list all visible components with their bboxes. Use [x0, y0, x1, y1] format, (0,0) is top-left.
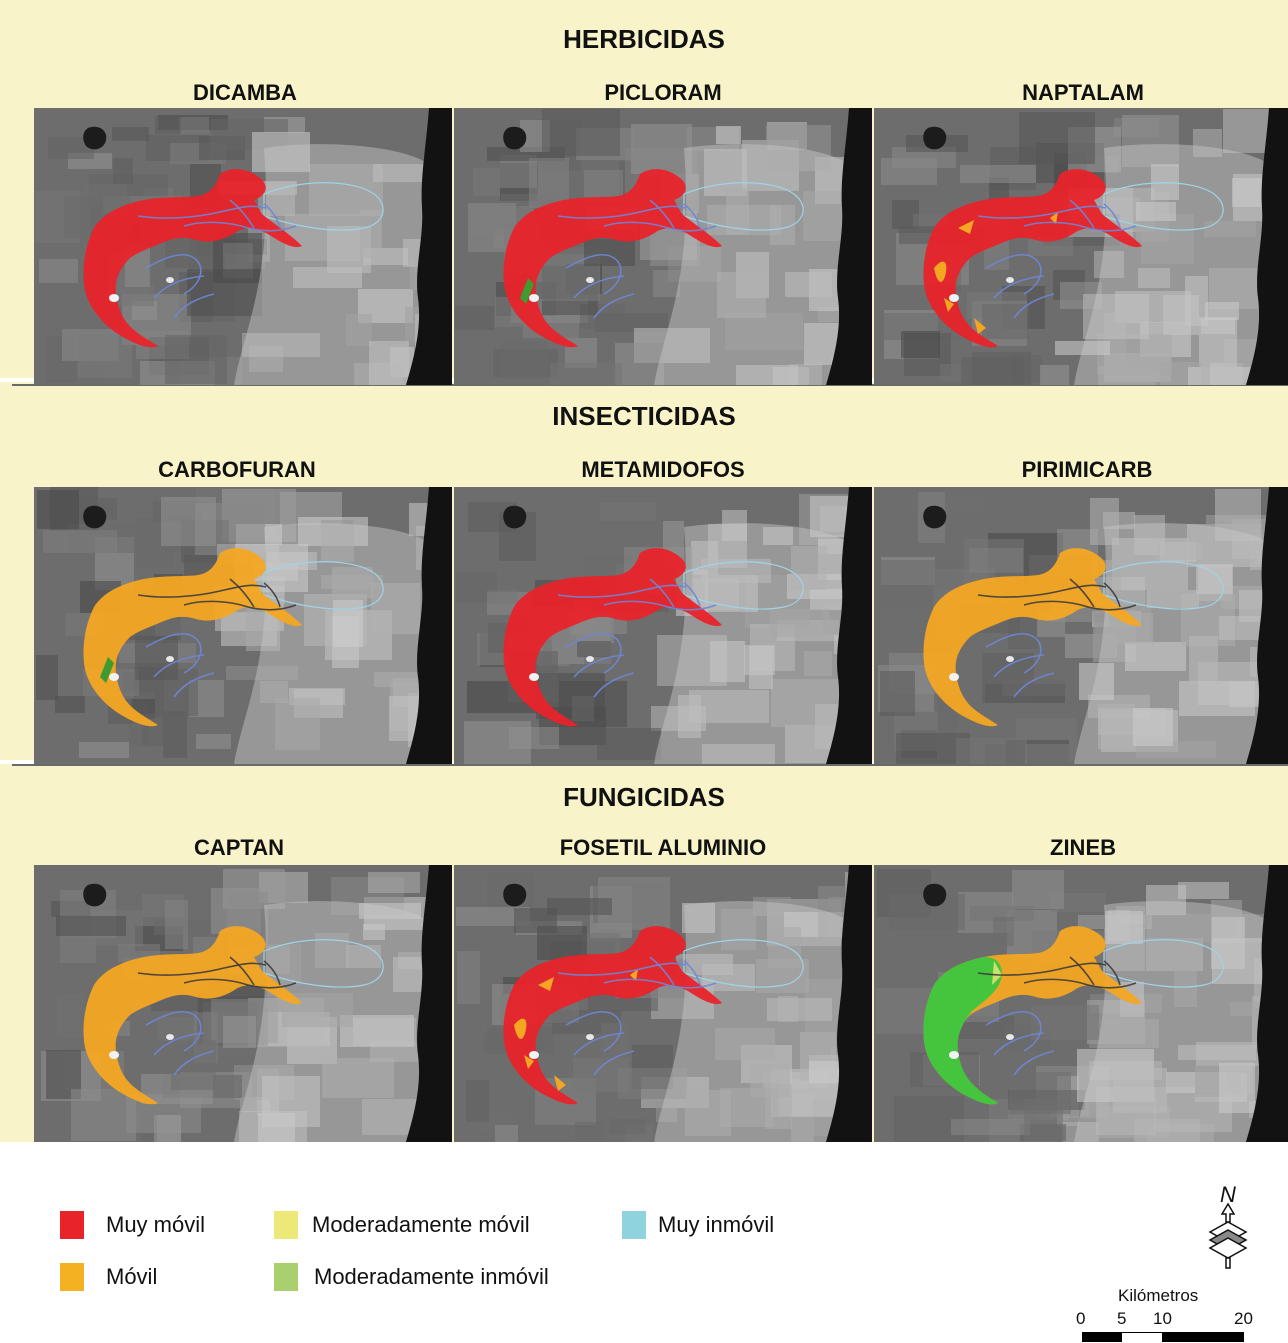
north-arrow-icon: N [1204, 1182, 1260, 1272]
legend-label: Móvil [106, 1264, 158, 1289]
legend-item-movil: Móvil [60, 1263, 157, 1291]
map-title-metamidofos: METAMIDOFOS [581, 457, 745, 482]
group-title-herbicidas: HERBICIDAS [563, 24, 725, 54]
map-canvas [454, 865, 872, 1142]
scale-bar-segment-2 [1122, 1332, 1162, 1343]
legend-swatch [274, 1211, 298, 1239]
legend-label: Muy móvil [106, 1212, 206, 1237]
map-title-pirimicarb: PIRIMICARB [1021, 457, 1153, 482]
map-dicamba [34, 108, 452, 385]
legend-item-muy-inmovil: Muy inmóvil [622, 1211, 774, 1239]
divider-2 [12, 764, 1288, 766]
map-captan [34, 865, 452, 1142]
map-canvas [454, 108, 872, 385]
scale-title: Kilómetros [1118, 1286, 1199, 1305]
map-zineb [874, 865, 1288, 1142]
map-title-carbofuran: CARBOFURAN [158, 457, 316, 482]
group-title-insecticidas: INSECTICIDAS [552, 401, 736, 431]
legend-swatch [274, 1263, 298, 1291]
divider-1 [12, 384, 1288, 386]
map-title-captan: CAPTAN [193, 835, 285, 860]
scale-tick-20: 20 [1234, 1309, 1253, 1328]
group-title-fungicidas: FUNGICIDAS [563, 782, 725, 812]
map-canvas [874, 487, 1288, 764]
scale-tick-5: 5 [1117, 1309, 1127, 1328]
map-title-picloram: PICLORAM [604, 80, 722, 105]
legend-item-muy-movil: Muy móvil [60, 1211, 205, 1239]
map-metamidofos [454, 487, 872, 764]
map-title-fosetil-aluminio: FOSETIL ALUMINIO [559, 835, 767, 860]
map-canvas [34, 865, 452, 1142]
map-picloram [454, 108, 872, 385]
north-label: N [1220, 1182, 1236, 1207]
map-carbofuran [34, 487, 452, 764]
scale-tick-0: 0 [1076, 1309, 1086, 1328]
map-title-dicamba: DICAMBA [193, 80, 297, 105]
legend-swatch [60, 1211, 84, 1239]
legend-item-moderadamente-movil: Moderadamente móvil [274, 1211, 530, 1239]
scale-bar-segment-1 [1082, 1332, 1122, 1342]
map-naptalam [874, 108, 1288, 385]
scale-tick-10: 10 [1153, 1309, 1172, 1328]
legend-label: Muy inmóvil [658, 1212, 775, 1237]
map-fosetil-aluminio [454, 865, 872, 1142]
legend-item-moderadamente-inmovil: Moderadamente inmóvil [274, 1263, 549, 1291]
scale-bar-segment-3 [1162, 1332, 1244, 1342]
legend-swatch [622, 1211, 646, 1239]
map-canvas [874, 108, 1288, 385]
map-title-naptalam: NAPTALAM [1022, 80, 1144, 105]
legend-label: Moderadamente móvil [312, 1212, 530, 1237]
map-pirimicarb [874, 487, 1288, 764]
map-canvas [34, 487, 452, 764]
map-canvas [34, 108, 452, 385]
legend-label: Moderadamente inmóvil [314, 1264, 549, 1289]
map-canvas [874, 865, 1288, 1142]
legend-swatch [60, 1263, 84, 1291]
map-canvas [454, 487, 872, 764]
map-title-zineb: ZINEB [1050, 835, 1116, 860]
